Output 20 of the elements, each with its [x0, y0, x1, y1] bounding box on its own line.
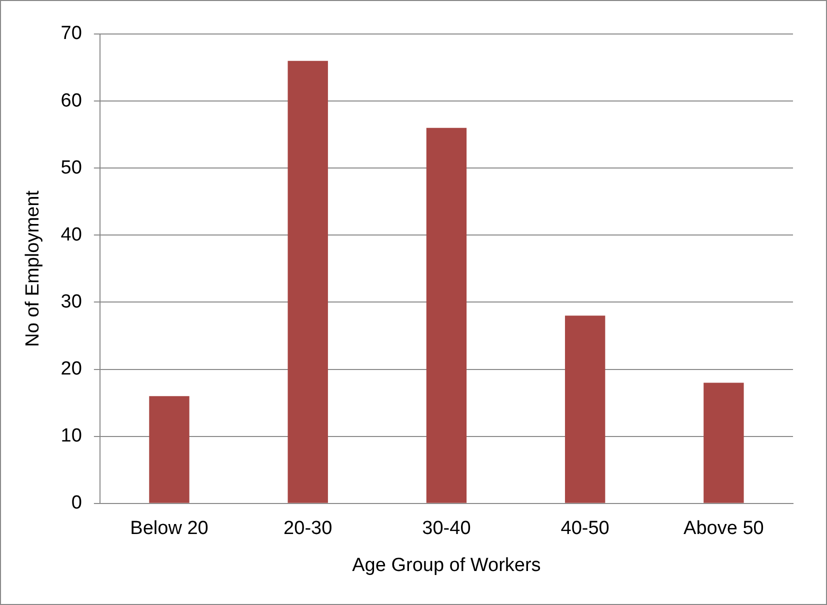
x-tick-label: 20-30	[284, 518, 332, 540]
y-tick-label: 0	[71, 492, 82, 514]
bar	[426, 128, 467, 503]
y-tick-label: 60	[60, 90, 82, 112]
x-tick-label: 30-40	[422, 518, 471, 540]
x-tick-label: Above 50	[684, 518, 764, 540]
bar	[288, 60, 328, 503]
y-tick-label: 30	[60, 291, 82, 312]
x-axis-title: Age Group of Workers	[352, 554, 541, 576]
bar	[149, 396, 190, 503]
y-tick-label: 70	[60, 23, 82, 44]
bar	[564, 316, 606, 503]
y-tick-label: 20	[60, 358, 82, 380]
x-tick-label: Below 20	[130, 518, 208, 540]
y-tick-label: 50	[60, 157, 82, 178]
x-tick-label: 40-50	[560, 518, 610, 540]
bar	[704, 382, 744, 503]
y-tick-label: 10	[60, 426, 82, 447]
y-tick-label: 40	[60, 224, 82, 246]
y-axis-title: No of Employment	[22, 190, 44, 347]
